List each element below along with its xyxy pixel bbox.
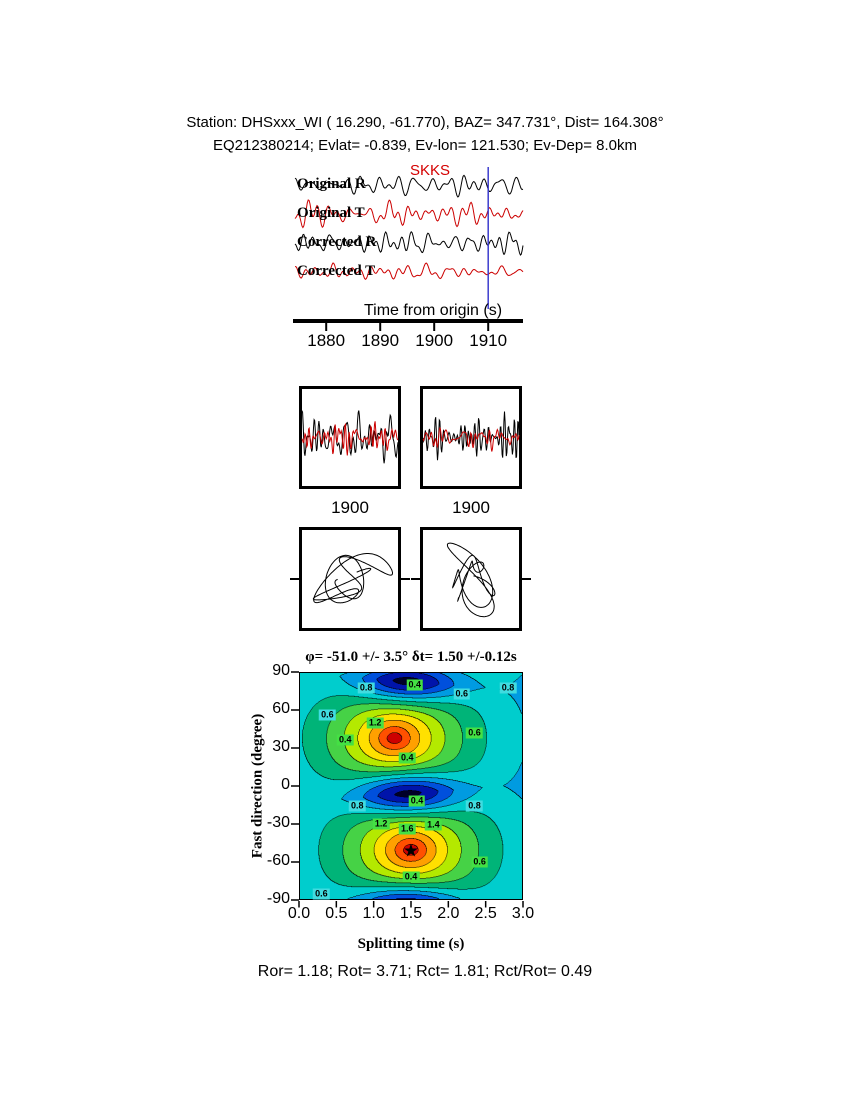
station-info-line: Station: DHSxxx_WI ( 16.290, -61.770), B…: [186, 114, 664, 131]
trace-label-corrected-t: Corrected T: [297, 263, 376, 279]
contour-xtick-label: 1.0: [362, 905, 385, 922]
contour-title: φ= -51.0 +/- 3.5° δt= 1.50 +/-0.12s: [305, 649, 517, 665]
time-axis-label: Time from origin (s): [363, 302, 503, 319]
time-tick-1910: 1910: [469, 331, 508, 350]
contour-ytick-label: -90: [266, 890, 290, 907]
contour-level-label: 1.4: [425, 819, 442, 831]
contour-xtick-label: 0.5: [325, 905, 348, 922]
contour-level-label: 0.6: [313, 888, 330, 900]
contour-level-label: 0.6: [453, 688, 471, 700]
contour-level-label: 0.6: [466, 727, 483, 739]
panel-right-time-label: 1900: [452, 498, 490, 517]
waveform-panel-right: [420, 386, 522, 489]
contour-xtick-label: 1.5: [399, 905, 423, 922]
time-tick-1890: 1890: [361, 331, 400, 350]
contour-xlabel: Splitting time (s): [357, 936, 465, 952]
contour-ytick-label: -60: [266, 852, 290, 869]
event-info-line: EQ212380214; Evlat= -0.839, Ev-lon= 121.…: [212, 137, 638, 154]
contour-xtick-label: 3.0: [511, 905, 535, 922]
contour-xtick-label: 2.5: [474, 905, 497, 922]
panel-left-time-label: 1900: [331, 498, 369, 517]
contour-level-label: 0.4: [408, 795, 426, 807]
contour-ytick-label: 30: [272, 738, 290, 755]
contour-level-label: 0.8: [357, 682, 375, 694]
misfit-contour-map: [299, 672, 523, 900]
contour-ytick-label: 0: [281, 776, 290, 793]
trace-label-corrected-r: Corrected R: [297, 234, 377, 250]
contour-ytick-label: -30: [266, 814, 290, 831]
contour-ytick-label: 60: [272, 700, 290, 717]
contour-level-label: 0.6: [471, 856, 488, 868]
result-stats: Ror= 1.18; Rot= 3.71; Rct= 1.81; Rct/Rot…: [257, 963, 593, 980]
contour-level-label: 0.8: [348, 800, 366, 812]
particle-motion-panel-left: [299, 527, 401, 631]
contour-level-label: 1.2: [366, 717, 384, 729]
contour-level-label: 0.6: [319, 709, 336, 721]
contour-level-label: 0.4: [402, 871, 420, 883]
contour-level-label: 0.8: [466, 800, 483, 812]
trace-label-original-t: Original T: [297, 205, 365, 221]
contour-level-label: 0.4: [337, 734, 354, 746]
time-tick-1880: 1880: [307, 331, 346, 350]
contour-level-label: 1.2: [372, 818, 390, 830]
time-tick-1900: 1900: [415, 331, 454, 350]
contour-xtick-label: 2.0: [437, 905, 460, 922]
trace-label-original-r: Original R: [297, 176, 366, 192]
contour-level-label: 0.8: [499, 682, 517, 694]
particle-motion-panel-right: [420, 527, 522, 631]
contour-level-label: 0.4: [406, 679, 423, 691]
contour-xtick-label: 0.0: [287, 905, 311, 922]
waveform-panel-left: [299, 386, 401, 489]
contour-level-label: 1.6: [399, 823, 416, 835]
contour-level-label: 0.4: [399, 752, 416, 764]
contour-ytick-label: 90: [272, 662, 290, 679]
